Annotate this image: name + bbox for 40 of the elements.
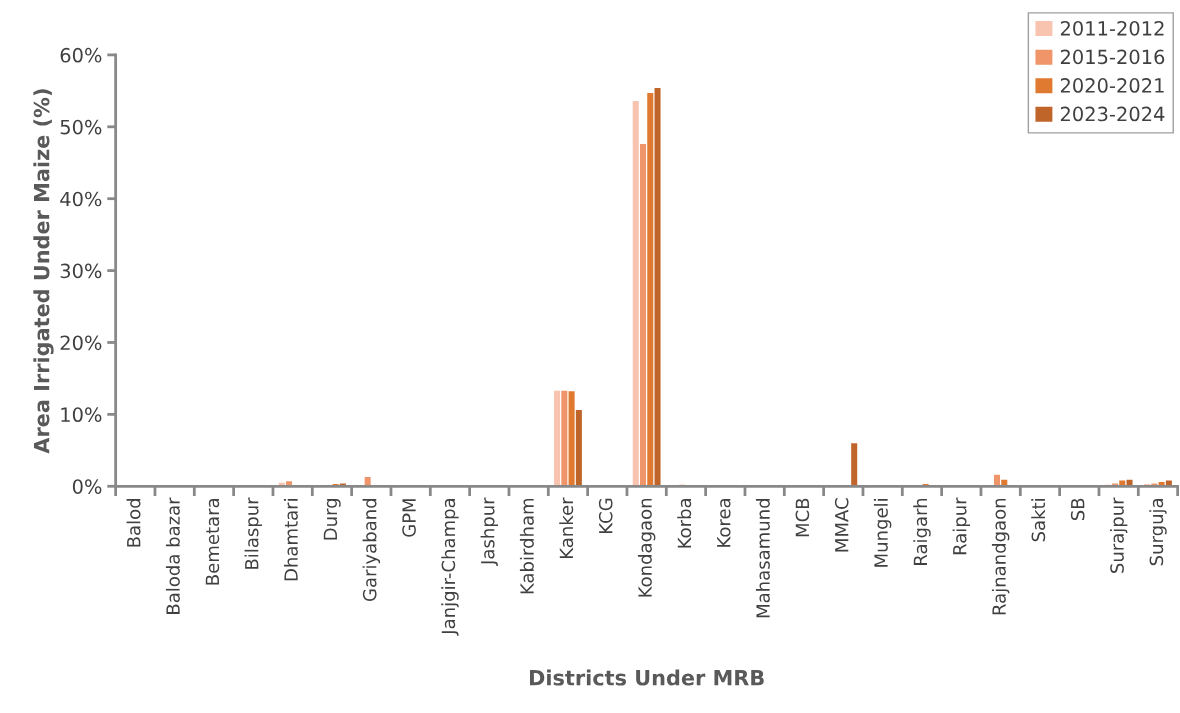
x-tick-label: MMAC <box>834 498 849 552</box>
x-tick-label: Gariyaband <box>362 499 381 602</box>
x-tick-label: Baloda bazar <box>165 497 180 614</box>
x-tick-label: Surguja <box>1149 499 1167 566</box>
y-tick-label: 40% <box>60 191 102 207</box>
x-tick-label: Mahasamund <box>755 499 770 618</box>
x-tick-label: Kanker <box>559 497 574 558</box>
x-tick-label: Korea <box>717 499 731 547</box>
y-tick-label: 10% <box>61 407 102 423</box>
x-tick-label: Kabirdham <box>519 498 534 594</box>
x-tick-label: Dhamtari <box>283 499 298 581</box>
x-tick-label: Janjgir-Champa <box>441 499 459 636</box>
x-tick-label: Raigarh <box>913 498 931 565</box>
y-tick-label: 30% <box>60 263 102 279</box>
x-tick-label: MCB <box>795 498 810 537</box>
x-tick-label: SB <box>1070 498 1085 521</box>
x-tick-label: Rajnandgaon <box>991 498 1010 615</box>
x-tick-label: Surajpur <box>1109 497 1128 573</box>
x-tick-label: Durg <box>323 499 341 540</box>
legend-label: 2015-2016 <box>1060 49 1165 65</box>
x-tick-label: Jashpur <box>480 497 499 566</box>
x-tick-label: Bemetara <box>205 499 220 585</box>
x-tick-label: Sakti <box>1031 499 1046 542</box>
x-tick-label: Mungeli <box>873 499 892 567</box>
y-tick-label: 20% <box>60 335 102 351</box>
y-tick-label: 0% <box>72 479 102 494</box>
legend-label: 2020-2021 <box>1060 78 1164 93</box>
x-tick-label: Bilaspur <box>244 497 263 569</box>
x-tick-label: Balod <box>126 499 141 547</box>
y-tick-label: 60% <box>60 47 102 63</box>
y-axis-title: Area Irrigated Under Maize (%) <box>33 89 54 454</box>
x-tick-label: KCG <box>598 498 613 534</box>
legend-label: 2023-2024 <box>1060 106 1165 122</box>
x-tick-label: Raipur <box>952 497 971 555</box>
x-axis-title: Districts Under MRB <box>529 669 764 686</box>
y-tick-label: 50% <box>60 119 102 135</box>
legend-label: 2011-2012 <box>1060 20 1164 36</box>
x-tick-label: Kondagaon <box>637 498 656 597</box>
x-tick-label: Korba <box>677 499 692 548</box>
x-tick-label: GPM <box>402 499 416 537</box>
